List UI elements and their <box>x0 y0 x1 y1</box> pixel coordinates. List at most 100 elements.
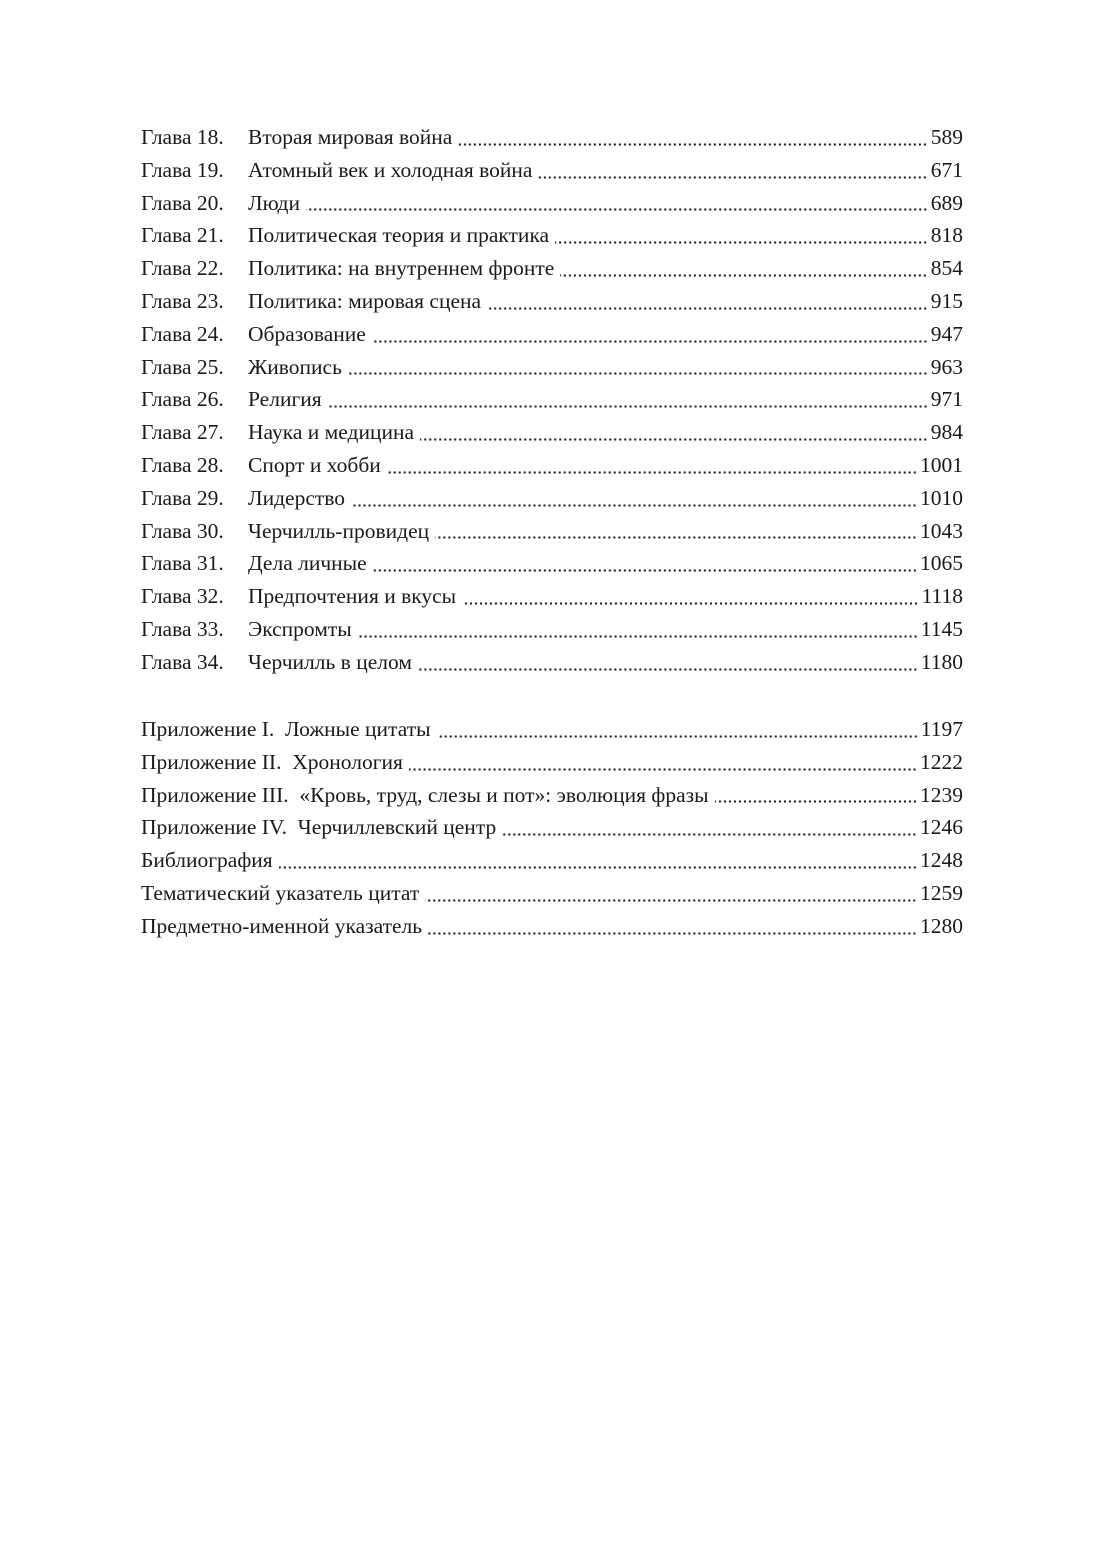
page-number: 1118 <box>921 584 963 609</box>
page-number: 1180 <box>920 649 963 674</box>
toc-entry-chapter: Глава 29. Лидерство 1010 <box>141 482 963 515</box>
toc-entry-appendix: Приложение III. «Кровь, труд, слезы и по… <box>141 779 963 812</box>
page-number: 1246 <box>920 815 963 840</box>
dot-leader <box>425 898 917 902</box>
page-number: 689 <box>930 190 963 215</box>
chapter-title: Политика: на внутреннем фронте <box>248 256 555 281</box>
chapter-label: Глава 30. <box>141 518 224 543</box>
chapter-label: Глава 23. <box>141 288 224 313</box>
chapter-label: Глава 32. <box>141 584 224 609</box>
page-number: 671 <box>930 157 963 182</box>
chapter-label: Глава 27. <box>141 420 224 445</box>
chapter-label: Глава 19. <box>141 157 224 182</box>
toc-entry-chapter: Глава 21. Политическая теория и практика 8… <box>141 219 963 252</box>
toc-entry-chapter: Глава 22. Политика: на внутреннем фронте 8… <box>141 252 963 285</box>
toc-entry-chapter: Глава 25. Живопись 963 <box>141 351 963 384</box>
toc-entry-chapter: Глава 32. Предпочтения и вкусы 1118 <box>141 580 963 613</box>
chapter-label: Глава 24. <box>141 321 224 346</box>
page-number: 1239 <box>920 782 963 807</box>
toc-entry-chapter: Глава 19. Атомный век и холодная война 671 <box>141 154 963 187</box>
dot-leader <box>435 536 917 540</box>
toc-entry-chapter: Глава 20. Люди 689 <box>141 187 963 220</box>
dot-leader <box>408 767 917 771</box>
chapter-title: Черчилль в целом <box>248 649 412 674</box>
dot-leader <box>357 634 918 638</box>
dot-leader <box>436 734 918 738</box>
page-number: 1259 <box>920 880 963 905</box>
page-number: 589 <box>930 125 963 149</box>
dot-leader <box>502 833 917 837</box>
chapter-label: Глава 34. <box>141 649 224 674</box>
appendix-title: Тематический указатель цитат <box>141 880 420 905</box>
appendix-title: Приложение II. Хронология <box>141 749 403 774</box>
dot-leader <box>347 372 928 376</box>
chapter-title: Наука и медицина <box>248 420 415 445</box>
dot-leader <box>420 437 928 441</box>
chapter-title: Люди <box>248 190 300 215</box>
chapter-title: Живопись <box>248 354 342 379</box>
dot-leader <box>462 601 919 605</box>
page-number: 1065 <box>920 551 963 576</box>
page-number: 971 <box>930 387 963 412</box>
toc-entry-chapter: Глава 33. Экспромты 1145 <box>141 613 963 646</box>
dot-leader <box>538 175 928 179</box>
page-number: 1248 <box>920 848 963 873</box>
page-number: 1043 <box>920 518 963 543</box>
page-number: 915 <box>930 288 963 313</box>
chapter-title: Предпочтения и вкусы <box>248 584 457 609</box>
chapter-label: Глава 20. <box>141 190 224 215</box>
toc-entry-appendix: Приложение I. Ложные цитаты 1197 <box>141 713 963 746</box>
toc-entry-chapter: Глава 18. Вторая мировая война 589 <box>141 121 963 154</box>
page-number: 1280 <box>920 913 963 938</box>
toc-entry-appendix: Библиография 1248 <box>141 844 963 877</box>
dot-leader <box>372 569 917 573</box>
toc-entry-chapter: Глава 26. Религия 971 <box>141 383 963 416</box>
dot-leader <box>327 405 928 409</box>
chapter-title: Политика: мировая сцена <box>248 288 482 313</box>
page-number: 1197 <box>920 717 963 741</box>
chapter-title: Черчилль-провидец <box>248 518 430 543</box>
page-number: 1010 <box>920 485 963 510</box>
dot-leader <box>351 503 917 507</box>
chapter-label: Глава 28. <box>141 452 224 477</box>
chapter-title: Атомный век и холодная война <box>248 157 533 182</box>
chapter-label: Глава 21. <box>141 223 224 248</box>
chapter-label: Глава 25. <box>141 354 224 379</box>
dot-leader <box>278 865 917 869</box>
chapter-title: Дела личные <box>248 551 367 576</box>
chapter-label: Глава 31. <box>141 551 224 576</box>
dot-leader <box>555 241 928 245</box>
toc-entry-chapter: Глава 31. Дела личные 1065 <box>141 547 963 580</box>
dot-leader <box>371 339 928 343</box>
chapter-label: Глава 22. <box>141 256 224 281</box>
page-number: 854 <box>930 256 963 281</box>
appendix-title: Библиография <box>141 848 273 873</box>
dot-leader <box>487 306 928 310</box>
chapter-label: Глава 33. <box>141 616 224 641</box>
page-number: 1001 <box>920 452 963 477</box>
chapter-title: Политическая теория и практика <box>248 223 550 248</box>
chapter-title: Лидерство <box>248 485 346 510</box>
toc-entry-chapter: Глава 34. Черчилль в целом 1180 <box>141 646 963 679</box>
appendix-title: Приложение IV. Черчиллевский центр <box>141 815 497 840</box>
chapter-label: Глава 18. <box>141 125 224 149</box>
dot-leader <box>458 142 928 146</box>
page-number: 984 <box>930 420 963 445</box>
chapter-title: Спорт и хобби <box>248 452 381 477</box>
toc-entry-appendix: Приложение II. Хронология 1222 <box>141 746 963 779</box>
chapter-label: Глава 29. <box>141 485 224 510</box>
chapter-title: Образование <box>248 321 366 346</box>
chapter-list: Глава 18. Вторая мировая война 589 Глава 19… <box>141 121 963 679</box>
dot-leader <box>560 273 928 277</box>
page-number: 1222 <box>920 749 963 774</box>
toc-entry-appendix: Тематический указатель цитат 1259 <box>141 877 963 910</box>
appendix-title: Приложение III. «Кровь, труд, слезы и по… <box>141 782 709 807</box>
dot-leader <box>417 667 918 671</box>
page-number: 947 <box>930 321 963 346</box>
toc-entry-chapter: Глава 27. Наука и медицина 984 <box>141 416 963 449</box>
dot-leader <box>386 470 917 474</box>
chapter-label: Глава 26. <box>141 387 224 412</box>
chapter-title: Экспромты <box>248 616 352 641</box>
toc-entry-chapter: Глава 28. Спорт и хобби 1001 <box>141 449 963 482</box>
appendix-list: Приложение I. Ложные цитаты 1197 Приложени… <box>141 713 963 943</box>
